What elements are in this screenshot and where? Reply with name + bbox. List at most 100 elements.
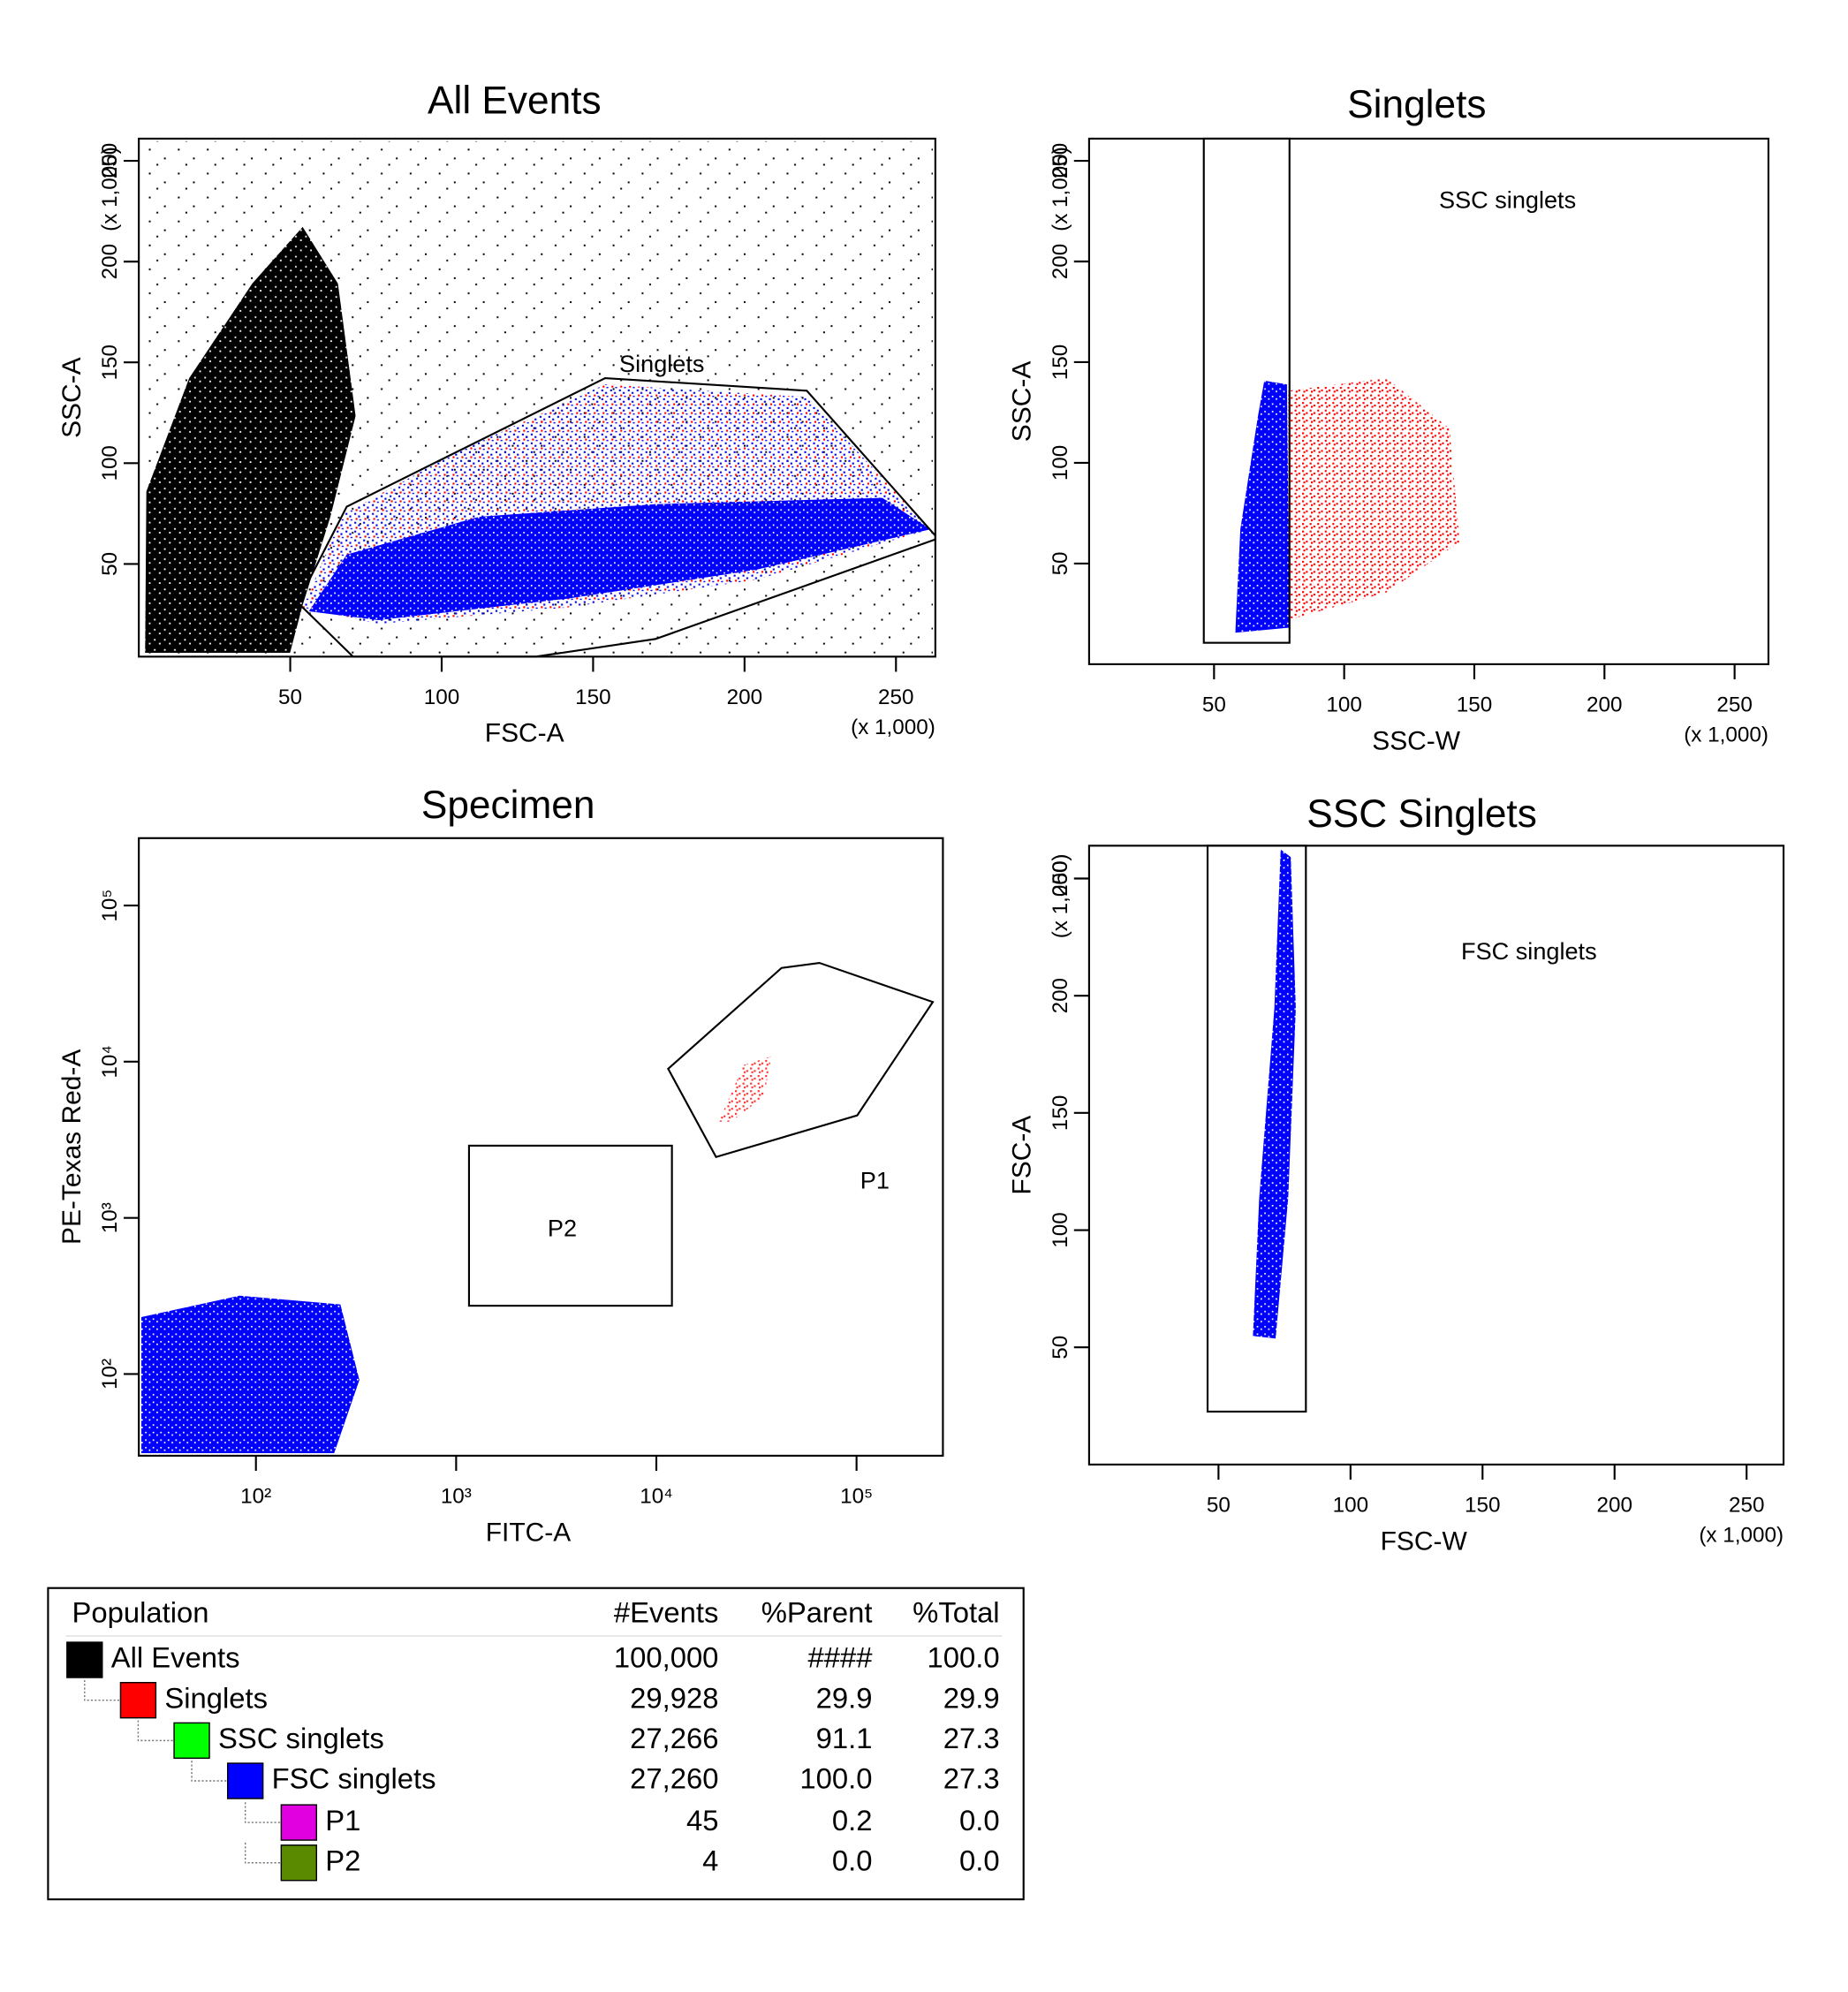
event-cloud (140, 140, 933, 655)
chart-title: Singlets (1347, 83, 1486, 126)
table-cell: 100.0 (799, 1762, 872, 1795)
y-tick-label: 200 (98, 244, 122, 279)
chart-title: Specimen (421, 784, 595, 827)
x-multiplier: (x 1,000) (851, 716, 935, 739)
event-cloud (1235, 378, 1460, 633)
y-tick-label: 100 (1049, 445, 1072, 481)
table-cell: 0.0 (959, 1844, 1000, 1876)
tree-connector (191, 1761, 228, 1782)
y-tick-label: 10⁵ (98, 890, 122, 922)
gate (667, 961, 935, 1159)
table-frame (47, 1587, 1025, 1901)
population-swatch (173, 1722, 210, 1760)
table-cell: 29.9 (943, 1681, 1000, 1714)
table-cell: 100.0 (928, 1641, 1000, 1674)
x-multiplier: (x 1,000) (1684, 723, 1768, 747)
y-tick-label: 100 (1049, 1212, 1072, 1247)
population-name: P2 (325, 1844, 360, 1876)
y-tick-label: 10⁴ (98, 1045, 122, 1078)
gate-label: Singlets (619, 350, 704, 377)
plot-frame (1087, 845, 1785, 1466)
x-tick-label: 150 (1457, 693, 1492, 716)
tree-connector (244, 1802, 282, 1823)
y-axis-label: PE-Texas Red-A (57, 1049, 87, 1245)
y-tick-label: 10² (98, 1359, 122, 1390)
x-tick-label: 100 (1326, 693, 1361, 716)
y-tick-label: 50 (98, 552, 122, 576)
table-cell: 27.3 (943, 1722, 1000, 1754)
x-axis-label: FITC-A (486, 1518, 572, 1547)
population-name: FSC singlets (272, 1762, 436, 1795)
gate-label: FSC singlets (1461, 937, 1597, 965)
y-multiplier: (x 1,000) (1049, 854, 1072, 939)
x-tick-label: 200 (727, 685, 762, 709)
table-cell: 100,000 (614, 1641, 719, 1674)
population-swatch (280, 1844, 318, 1882)
y-tick-label: 250 (1049, 143, 1072, 178)
table-cell: 29,928 (630, 1681, 718, 1714)
y-multiplier: (x 1,000) (1049, 147, 1072, 231)
gate (467, 1144, 673, 1307)
x-tick-label: 50 (1202, 693, 1226, 716)
table-cell: 45 (686, 1804, 718, 1837)
table-cell: 27.3 (943, 1762, 1000, 1795)
x-tick-label: 200 (1587, 693, 1622, 716)
y-tick-label: 150 (98, 345, 122, 380)
y-axis-label: SSC-A (1008, 361, 1037, 443)
table-cell: 29.9 (816, 1681, 873, 1714)
population-name: P1 (325, 1804, 360, 1837)
x-tick-label: 50 (278, 685, 302, 709)
population-swatch (280, 1804, 318, 1841)
table-cell: #### (808, 1641, 874, 1674)
table-cell: 0.2 (832, 1804, 873, 1837)
population-swatch (119, 1682, 157, 1719)
gate-label: SSC singlets (1439, 186, 1576, 213)
column-header: #Events (614, 1595, 719, 1628)
y-axis-label: FSC-A (1008, 1116, 1037, 1195)
x-tick-label: 250 (878, 685, 913, 709)
event-cloud (140, 1056, 772, 1454)
table-cell: 0.0 (959, 1804, 1000, 1837)
y-tick-label: 200 (1049, 978, 1072, 1013)
x-tick-label: 250 (1716, 693, 1752, 716)
x-tick-label: 10³ (441, 1484, 472, 1508)
x-tick-label: 100 (424, 685, 459, 709)
table-cell: 4 (702, 1844, 718, 1876)
table-cell: 91.1 (816, 1722, 873, 1754)
plot-frame (138, 837, 944, 1457)
table-cell: 27,260 (630, 1762, 718, 1795)
x-tick-label: 10² (240, 1484, 271, 1508)
y-tick-label: 50 (1049, 551, 1072, 575)
x-tick-label: 50 (1207, 1493, 1231, 1517)
column-header: Population (72, 1595, 209, 1628)
x-tick-label: 250 (1729, 1493, 1764, 1517)
tree-connector (244, 1842, 282, 1864)
y-axis-label: SSC-A (57, 357, 87, 438)
tree-connector (137, 1720, 175, 1742)
x-tick-label: 10⁵ (840, 1484, 873, 1508)
y-tick-label: 250 (98, 143, 122, 178)
population-name: All Events (111, 1641, 240, 1674)
x-tick-label: 150 (575, 685, 610, 709)
y-tick-label: 150 (1049, 345, 1072, 380)
event-cloud (1253, 849, 1296, 1339)
y-tick-label: 150 (1049, 1095, 1072, 1131)
plot-frame (138, 137, 936, 658)
population-swatch (66, 1641, 103, 1678)
plot-frame (1087, 137, 1769, 665)
gate-label: P1 (860, 1166, 890, 1193)
tree-connector (84, 1679, 121, 1701)
population-name: SSC singlets (218, 1722, 384, 1754)
chart-title: SSC Singlets (1306, 792, 1537, 836)
x-tick-label: 200 (1597, 1493, 1632, 1517)
x-multiplier: (x 1,000) (1699, 1524, 1784, 1548)
population-swatch (227, 1762, 264, 1799)
gate-label: P2 (548, 1215, 577, 1242)
x-tick-label: 100 (1333, 1493, 1368, 1517)
y-tick-label: 200 (1049, 244, 1072, 279)
y-multiplier: (x 1,000) (98, 147, 122, 231)
table-cell: 0.0 (832, 1844, 873, 1876)
x-axis-label: FSC-A (485, 719, 564, 748)
